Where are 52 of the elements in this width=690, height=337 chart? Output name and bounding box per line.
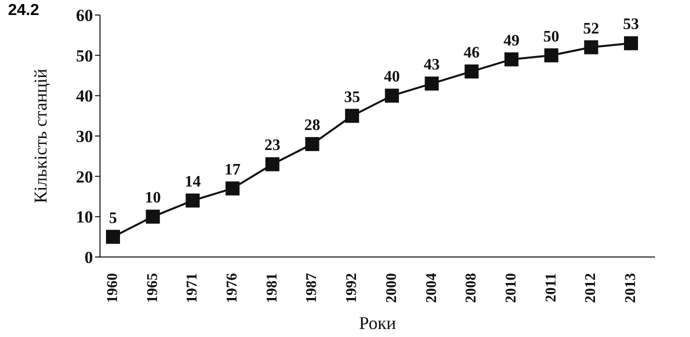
point xyxy=(226,181,240,196)
data-label: 23 xyxy=(264,137,280,154)
point xyxy=(584,40,598,54)
x-tick-label: 2008 xyxy=(464,273,480,303)
data-label: 5 xyxy=(109,210,117,227)
text: 24.2 xyxy=(8,2,40,20)
point xyxy=(384,88,399,103)
data-label: 46 xyxy=(464,44,480,62)
y-tick-label: 20 xyxy=(76,167,93,186)
point xyxy=(146,210,160,224)
point xyxy=(544,48,558,62)
y-tick-label: 50 xyxy=(76,46,93,66)
data-label: 52 xyxy=(583,20,600,38)
y-tick-label: 10 xyxy=(76,208,93,227)
x-tick-label: 1981 xyxy=(264,273,280,303)
point xyxy=(464,64,479,78)
data-label: 35 xyxy=(344,88,360,106)
x-tick-label: 2013 xyxy=(623,273,639,303)
y-tick-label: 0 xyxy=(84,248,93,268)
point xyxy=(504,52,518,66)
y-tick-label: 30 xyxy=(76,127,93,146)
x-tick-label: 1992 xyxy=(344,273,360,303)
point xyxy=(305,137,320,152)
point xyxy=(424,76,439,91)
data-label: 14 xyxy=(184,174,201,191)
x-tick-label: 2012 xyxy=(583,273,600,303)
point xyxy=(106,230,120,244)
x-tick-label: 2011 xyxy=(543,273,560,302)
point xyxy=(624,36,638,50)
y-axis-title: Кількість станцій xyxy=(30,68,50,204)
x-axis-title: Роки xyxy=(359,313,396,333)
data-label: 28 xyxy=(304,117,320,134)
data-label: 53 xyxy=(623,16,639,34)
x-tick-label: 2000 xyxy=(384,273,400,303)
point xyxy=(345,108,360,123)
data-label: 43 xyxy=(424,56,440,74)
data-label: 50 xyxy=(543,28,560,46)
data-label: 10 xyxy=(144,190,161,207)
x-tick-label: 1971 xyxy=(184,273,201,303)
x-tick-label: 2010 xyxy=(503,273,520,303)
data-label: 40 xyxy=(384,68,400,86)
point xyxy=(265,157,280,172)
y-tick-label: 60 xyxy=(76,6,93,26)
x-tick-label: 1965 xyxy=(144,273,161,303)
x-tick-label: 2004 xyxy=(424,272,440,303)
x-tick-label: 1960 xyxy=(105,273,121,303)
y-tick-label: 40 xyxy=(76,86,93,106)
data-label: 17 xyxy=(224,161,241,178)
data-label: 49 xyxy=(503,32,520,50)
x-tick-label: 1987 xyxy=(304,272,320,303)
x-tick-label: 1976 xyxy=(224,272,241,303)
point xyxy=(186,194,200,208)
